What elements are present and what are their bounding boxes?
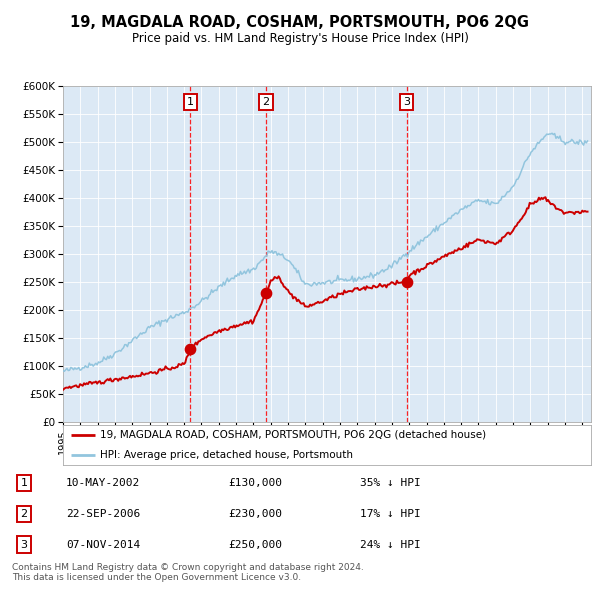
Text: 3: 3 (20, 540, 28, 549)
Text: 3: 3 (403, 97, 410, 107)
Text: 1: 1 (20, 478, 28, 488)
Text: £130,000: £130,000 (228, 478, 282, 488)
Text: Price paid vs. HM Land Registry's House Price Index (HPI): Price paid vs. HM Land Registry's House … (131, 32, 469, 45)
Text: 24% ↓ HPI: 24% ↓ HPI (360, 540, 421, 549)
Text: 17% ↓ HPI: 17% ↓ HPI (360, 509, 421, 519)
Point (261, 289, 271, 298)
Text: 1: 1 (187, 97, 194, 107)
Point (402, 277, 412, 287)
Point (185, 345, 195, 354)
Text: 2: 2 (20, 509, 28, 519)
Text: £230,000: £230,000 (228, 509, 282, 519)
Text: 19, MAGDALA ROAD, COSHAM, PORTSMOUTH, PO6 2QG: 19, MAGDALA ROAD, COSHAM, PORTSMOUTH, PO… (71, 15, 530, 30)
Text: £250,000: £250,000 (228, 540, 282, 549)
Text: This data is licensed under the Open Government Licence v3.0.: This data is licensed under the Open Gov… (12, 573, 301, 582)
Text: 19, MAGDALA ROAD, COSHAM, PORTSMOUTH, PO6 2QG (detached house): 19, MAGDALA ROAD, COSHAM, PORTSMOUTH, PO… (100, 430, 486, 440)
Text: 07-NOV-2014: 07-NOV-2014 (66, 540, 140, 549)
Text: 22-SEP-2006: 22-SEP-2006 (66, 509, 140, 519)
Text: Contains HM Land Registry data © Crown copyright and database right 2024.: Contains HM Land Registry data © Crown c… (12, 563, 364, 572)
Text: 35% ↓ HPI: 35% ↓ HPI (360, 478, 421, 488)
Text: 10-MAY-2002: 10-MAY-2002 (66, 478, 140, 488)
Text: HPI: Average price, detached house, Portsmouth: HPI: Average price, detached house, Port… (100, 450, 353, 460)
Text: 2: 2 (263, 97, 269, 107)
